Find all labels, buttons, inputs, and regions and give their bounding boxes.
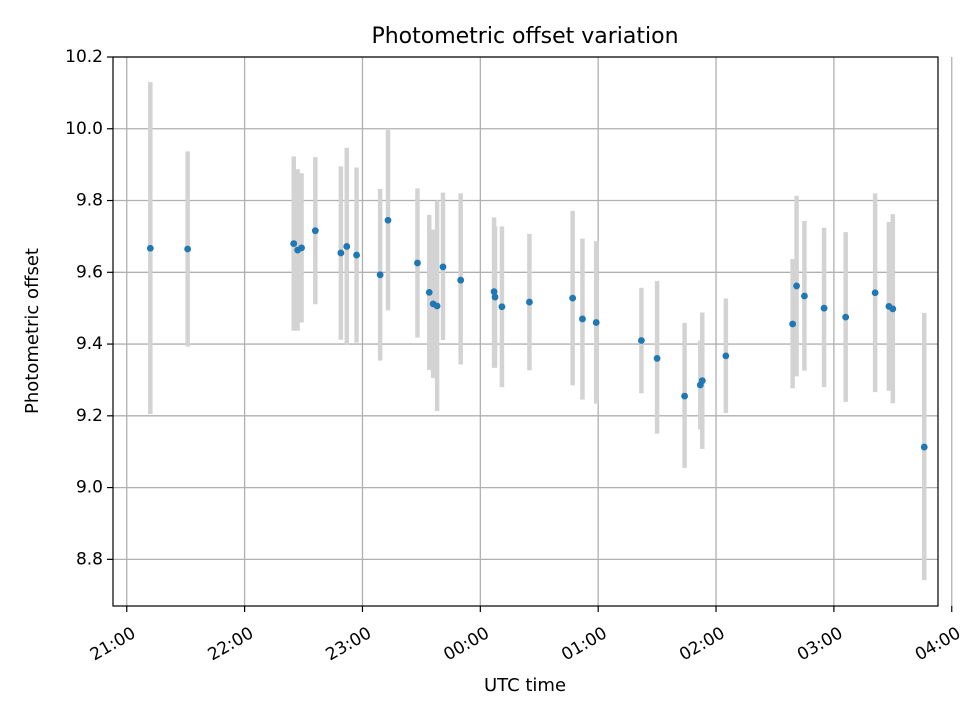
data-point <box>569 294 577 302</box>
data-point <box>439 263 447 271</box>
data-point <box>298 244 305 252</box>
data-point <box>343 243 351 250</box>
data-point <box>146 244 154 252</box>
data-point <box>376 271 384 279</box>
data-point <box>184 245 192 253</box>
data-point <box>425 288 433 296</box>
data-point <box>384 216 392 224</box>
data-point <box>681 392 689 400</box>
chart-title: Photometric offset variation <box>371 24 678 49</box>
data-point <box>498 303 506 311</box>
y-tick-label: 9.6 <box>76 262 103 282</box>
data-point <box>820 304 828 312</box>
data-point <box>311 227 319 235</box>
data-point <box>637 337 645 344</box>
data-point <box>793 282 800 290</box>
data-point <box>801 292 808 300</box>
data-point <box>842 313 850 321</box>
data-point <box>433 302 441 310</box>
y-tick-label: 9.4 <box>76 334 103 354</box>
data-point <box>337 249 345 257</box>
y-tick-label: 10.0 <box>65 119 103 139</box>
y-tick-label: 9.0 <box>76 478 103 498</box>
data-point <box>526 298 533 306</box>
y-tick-label: 9.2 <box>76 406 103 426</box>
data-point <box>653 355 661 362</box>
data-point <box>722 352 730 360</box>
data-point <box>353 251 360 259</box>
data-point <box>414 259 421 267</box>
y-tick-label: 10.2 <box>65 47 103 67</box>
data-point <box>592 319 600 326</box>
data-point <box>698 377 706 385</box>
x-axis-label: UTC time <box>484 675 566 696</box>
data-point <box>579 315 586 323</box>
y-tick-label: 8.8 <box>76 549 103 569</box>
y-axis-ticks: 8.8 9.0 9.2 9.4 9.6 9.8 10.0 10.2 <box>65 47 113 569</box>
data-points <box>146 216 928 451</box>
data-point <box>889 305 897 313</box>
data-point <box>490 288 498 296</box>
y-tick-label: 9.8 <box>76 191 103 211</box>
grid <box>113 56 953 606</box>
data-point <box>491 293 499 301</box>
y-axis-label: Photometric offset <box>22 248 43 414</box>
data-point <box>457 276 465 284</box>
data-point <box>290 240 298 247</box>
plot-frame <box>112 56 939 607</box>
data-point <box>789 320 797 328</box>
data-point <box>920 443 928 451</box>
data-point <box>871 289 879 297</box>
